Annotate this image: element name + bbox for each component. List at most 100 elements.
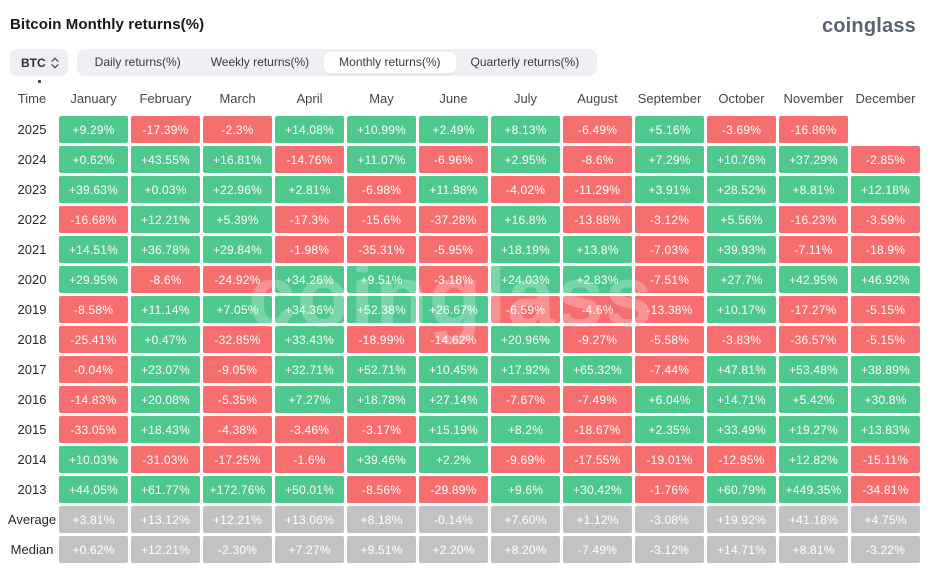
return-cell: -31.03% [131, 446, 200, 473]
row-label: 2022 [17, 212, 47, 227]
return-cell: +14.71% [707, 536, 776, 563]
return-cell: -5.58% [635, 326, 704, 353]
column-header-march: March [219, 90, 256, 106]
return-cell: +52.38% [347, 296, 416, 323]
return-cell: -7.11% [779, 236, 848, 263]
return-cell: -14.76% [275, 146, 344, 173]
return-cell: -13.38% [635, 296, 704, 323]
return-cell: -33.05% [59, 416, 128, 443]
return-cell: -32.85% [203, 326, 272, 353]
return-cell: -8.6% [131, 266, 200, 293]
return-cell: +23.07% [131, 356, 200, 383]
column-header-december: December [855, 90, 916, 106]
row-label: Average [7, 512, 57, 527]
return-cell: +5.42% [779, 386, 848, 413]
coin-selector-label: BTC [21, 55, 46, 70]
return-cell: +20.96% [491, 326, 560, 353]
return-cell: -14.62% [419, 326, 488, 353]
column-header-october: October [718, 90, 765, 106]
return-cell: -36.57% [779, 326, 848, 353]
table-row-2017: 2017 -0.04% +23.07% -9.05% +32.71% +52.71% +10… [8, 356, 920, 383]
return-cell: -13.88% [563, 206, 632, 233]
return-cell: -17.3% [275, 206, 344, 233]
coinglass-logo: coinglass [821, 15, 916, 37]
return-cell: +2.35% [635, 416, 704, 443]
return-cell: -3.12% [635, 206, 704, 233]
column-header-row: Time January February March April May June July… [8, 88, 920, 108]
table-row-2020: 2020 +29.95% -8.6% -24.92% +34.26% +9.51% -3.1… [8, 266, 920, 293]
return-cell: +20.08% [131, 386, 200, 413]
return-cell: +17.92% [491, 356, 560, 383]
return-cell: -16.86% [779, 116, 848, 143]
table-row-2024: 2024 +0.62% +43.55% +16.81% -14.76% +11.07% -6… [8, 146, 920, 173]
return-cell: -3.22% [851, 536, 920, 563]
return-cell: -6.96% [419, 146, 488, 173]
return-cell: -7.49% [563, 386, 632, 413]
return-cell: +52.71% [347, 356, 416, 383]
return-cell: +2.81% [275, 176, 344, 203]
return-cell: +5.39% [203, 206, 272, 233]
column-header-june: June [439, 90, 468, 106]
tab-daily-returns[interactable]: Daily returns(%) [94, 55, 181, 69]
row-label: Median [10, 542, 54, 557]
return-cell: -2.85% [851, 146, 920, 173]
return-cell: +39.63% [59, 176, 128, 203]
return-cell: +33.49% [707, 416, 776, 443]
return-cell: -3.08% [635, 506, 704, 533]
return-cell: +14.51% [59, 236, 128, 263]
return-cell: -7.49% [563, 536, 632, 563]
return-cell: -7.51% [635, 266, 704, 293]
tab-quarterly-returns[interactable]: Quarterly returns(%) [470, 55, 580, 69]
return-cell: +2.49% [419, 116, 488, 143]
return-cell: +13.06% [275, 506, 344, 533]
return-cell: -16.23% [779, 206, 848, 233]
return-cell: +9.6% [491, 476, 560, 503]
return-cell: -17.39% [131, 116, 200, 143]
return-cell: +12.82% [779, 446, 848, 473]
return-cell: -11.29% [563, 176, 632, 203]
return-cell: -3.17% [347, 416, 416, 443]
coin-selector-button[interactable]: BTC [10, 49, 68, 76]
return-cell: +172.76% [203, 476, 272, 503]
return-cell: +8.13% [491, 116, 560, 143]
return-cell: +38.89% [851, 356, 920, 383]
return-cell: +47.81% [707, 356, 776, 383]
table-row-median: Median +0.62% +12.21% -2.30% +7.27% +9.51% +2.… [8, 536, 920, 563]
return-cell: +18.19% [491, 236, 560, 263]
return-cell: -5.15% [851, 296, 920, 323]
return-cell: +14.08% [275, 116, 344, 143]
return-cell: +12.21% [131, 206, 200, 233]
return-cell: -3.46% [275, 416, 344, 443]
return-cell: +19.92% [707, 506, 776, 533]
return-cell: +27.7% [707, 266, 776, 293]
return-cell: +27.14% [419, 386, 488, 413]
table-row-2019: 2019 -8.58% +11.14% +7.05% +34.36% +52.38% +26… [8, 296, 920, 323]
return-cell: -15.6% [347, 206, 416, 233]
return-cell: -24.92% [203, 266, 272, 293]
return-cell: +5.16% [635, 116, 704, 143]
return-cell: +10.76% [707, 146, 776, 173]
return-cell: +39.93% [707, 236, 776, 263]
tab-monthly-returns[interactable]: Monthly returns(%) [324, 52, 456, 73]
return-cell: -4.6% [563, 296, 632, 323]
tab-weekly-returns[interactable]: Weekly returns(%) [210, 55, 310, 69]
column-header-february: February [139, 90, 192, 106]
return-cell: +46.92% [851, 266, 920, 293]
return-cell: +13.12% [131, 506, 200, 533]
return-cell: +42.95% [779, 266, 848, 293]
return-cell: -9.05% [203, 356, 272, 383]
return-cell: +449.35% [779, 476, 848, 503]
return-cell: -12.95% [707, 446, 776, 473]
return-cell: +10.03% [59, 446, 128, 473]
return-cell: +0.03% [131, 176, 200, 203]
return-cell: +10.17% [707, 296, 776, 323]
return-cell: -3.83% [707, 326, 776, 353]
return-cell: +16.8% [491, 206, 560, 233]
return-cell: +8.2% [491, 416, 560, 443]
return-cell: -5.15% [851, 326, 920, 353]
column-header-time: Time [17, 90, 47, 106]
return-cell: +7.27% [275, 536, 344, 563]
table-row-average: Average +3.81% +13.12% +12.21% +13.06% +8.18%… [8, 506, 920, 533]
table-row-2015: 2015 -33.05% +18.43% -4.38% -3.46% -3.17% +15.… [8, 416, 920, 443]
return-cell: +18.78% [347, 386, 416, 413]
